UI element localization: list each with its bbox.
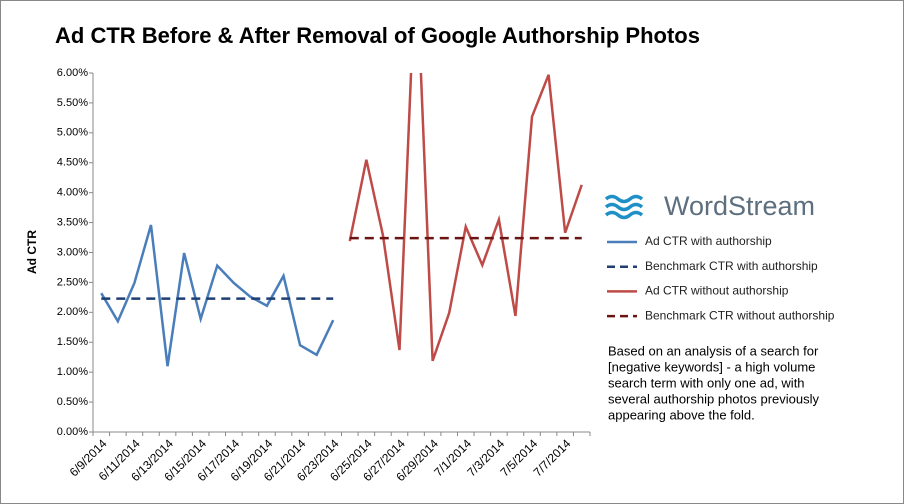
y-axis-label: Ad CTR xyxy=(25,230,39,274)
y-tick-label: 3.00% xyxy=(57,246,88,258)
y-tick-label: 4.00% xyxy=(57,187,88,199)
annotation: Based on an analysis of a search for xyxy=(608,343,819,358)
legend-label: Benchmark CTR with authorship xyxy=(645,259,818,273)
y-tick-label: 0.00% xyxy=(57,426,88,438)
annotation: search term with only one ad, with xyxy=(608,375,805,390)
legend-label: Benchmark CTR without authorship xyxy=(645,308,835,322)
annotation: appearing above the fold. xyxy=(608,407,755,422)
y-tick-label: 5.50% xyxy=(57,97,88,109)
y-tick-label: 1.00% xyxy=(57,366,88,378)
logo-text: WordStream xyxy=(664,191,815,221)
series-line xyxy=(100,224,335,367)
annotation: [negative keywords] - a high volume xyxy=(608,359,815,374)
y-tick-label: 2.00% xyxy=(57,306,88,318)
y-tick-label: 4.50% xyxy=(57,157,88,169)
annotation: several authorship photos previously xyxy=(608,391,820,406)
y-tick-label: 5.00% xyxy=(57,127,88,139)
y-tick-label: 2.50% xyxy=(57,276,88,288)
legend-label: Ad CTR without authorship xyxy=(645,284,789,298)
logo-icon xyxy=(604,194,644,220)
series-line xyxy=(348,73,583,362)
y-tick-label: 1.50% xyxy=(57,336,88,348)
y-tick-label: 3.50% xyxy=(57,216,88,228)
y-tick-label: 0.50% xyxy=(57,396,88,408)
y-tick-label: 6.00% xyxy=(57,67,88,79)
legend-label: Ad CTR with authorship xyxy=(645,234,772,248)
chart-title: Ad CTR Before & After Removal of Google … xyxy=(55,23,700,48)
